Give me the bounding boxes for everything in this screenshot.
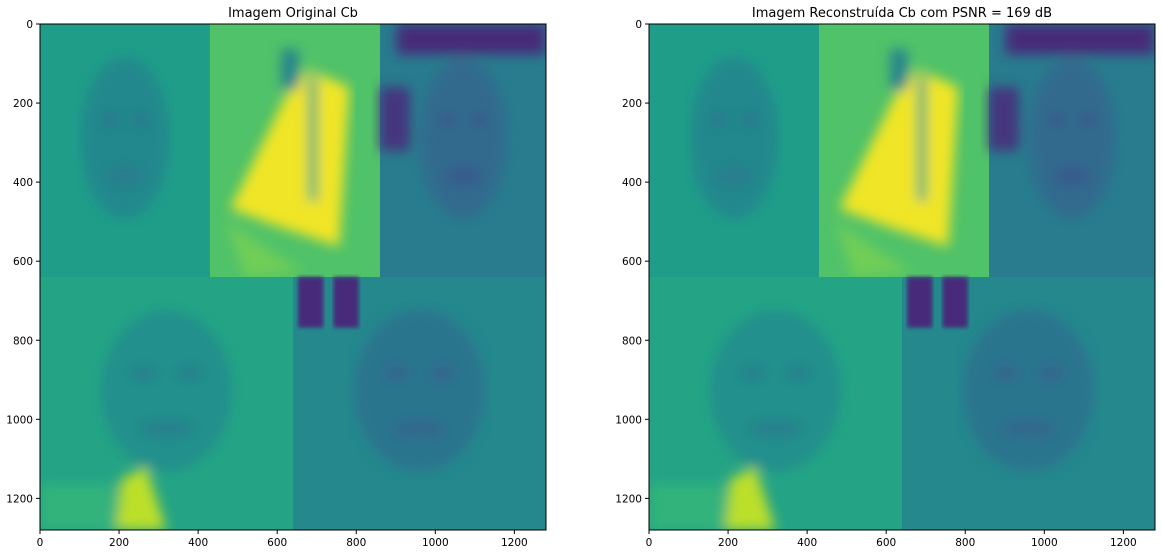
tile-face-top-right [379,24,546,277]
x-tick-label: 400 [188,537,208,549]
y-tick-label: 1200 [6,493,33,505]
x-tick-label: 200 [718,537,738,549]
y-tick-label: 200 [622,98,642,110]
y-tick-label: 1000 [615,414,642,426]
tile-flag-top-middle [209,24,380,277]
y-tick-label: 200 [13,98,33,110]
tile-face-top-right [988,24,1155,277]
chart-title: Imagem Original Cb [228,6,358,21]
y-tick-label: 400 [13,177,33,189]
tile-face-bottom-right [902,277,1155,530]
axes-frame [648,23,1156,531]
y-tick-label: 1000 [6,414,33,426]
y-tick-label: 800 [13,335,33,347]
chart-title: Imagem Reconstruída Cb com PSNR = 169 dB [752,6,1052,21]
y-tick-label: 1200 [615,493,642,505]
x-tick-label: 400 [797,537,817,549]
image-area [649,24,1155,530]
x-tick-label: 600 [876,537,896,549]
panel-1: Imagem Original Cb 0 200 400 600 800 1000 1200 0… [6,6,547,549]
x-tick-label: 0 [646,537,653,549]
x-tick-label: 0 [37,537,44,549]
x-tick-label: 1000 [422,537,449,549]
panel-2: Imagem Reconstruída Cb com PSNR = 169 dB… [615,6,1156,549]
tile-face-bottom-left [40,277,293,530]
x-tick-label: 800 [346,537,366,549]
y-tick-label: 400 [622,177,642,189]
tile-face-top-left [40,24,210,277]
tile-face-bottom-left [649,277,902,530]
x-tick-label: 600 [267,537,287,549]
x-tick-label: 1200 [1110,537,1137,549]
y-tick-label: 0 [635,19,642,31]
y-tick-label: 600 [622,256,642,268]
tile-flag-top-middle [818,24,989,277]
x-tick-label: 800 [955,537,975,549]
y-tick-label: 0 [26,19,33,31]
tile-face-top-left [649,24,819,277]
y-tick-label: 600 [13,256,33,268]
x-tick-label: 1000 [1031,537,1058,549]
axes-frame [39,23,547,531]
x-tick-label: 1200 [501,537,528,549]
x-tick-label: 200 [109,537,129,549]
image-area [40,24,546,530]
y-tick-label: 800 [622,335,642,347]
tile-face-bottom-right [293,277,546,530]
